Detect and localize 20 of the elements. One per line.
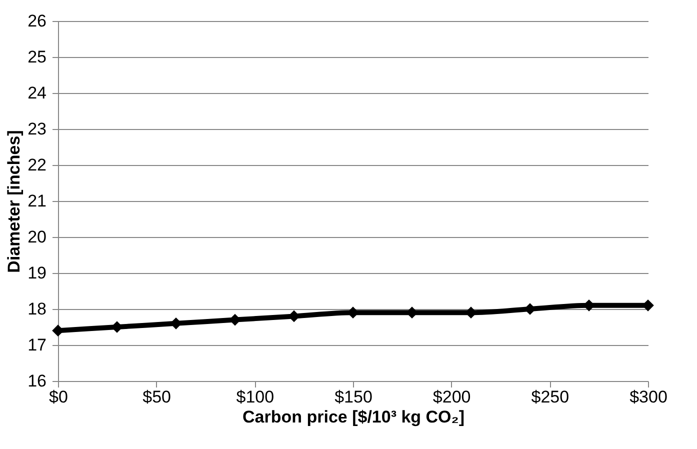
x-tick-label: $100 xyxy=(236,388,274,406)
x-tick-label: $200 xyxy=(432,388,471,406)
y-tick-label: 24 xyxy=(28,84,46,102)
y-tick-label: 25 xyxy=(28,48,46,66)
x-tick-label: $300 xyxy=(630,388,668,406)
x-tick-label: $50 xyxy=(142,388,172,406)
x-tick-label: $150 xyxy=(334,388,372,406)
y-tick-label: 16 xyxy=(28,372,46,390)
y-tick-label: 22 xyxy=(28,156,46,174)
x-axis-title: Carbon price [$/10³ kg CO₂] xyxy=(242,408,464,426)
y-axis-title: Diameter [inches] xyxy=(4,130,24,273)
y-tick-label: 18 xyxy=(28,300,46,318)
y-tick-label: 23 xyxy=(28,120,46,138)
y-tick-label: 17 xyxy=(28,336,46,354)
y-tick-label: 20 xyxy=(28,228,46,246)
y-tick-label: 26 xyxy=(28,12,46,30)
x-tick-label: $250 xyxy=(531,388,570,406)
y-tick-label: 19 xyxy=(28,264,46,282)
y-tick-label: 21 xyxy=(28,192,46,210)
x-tick-label: $0 xyxy=(49,388,68,406)
